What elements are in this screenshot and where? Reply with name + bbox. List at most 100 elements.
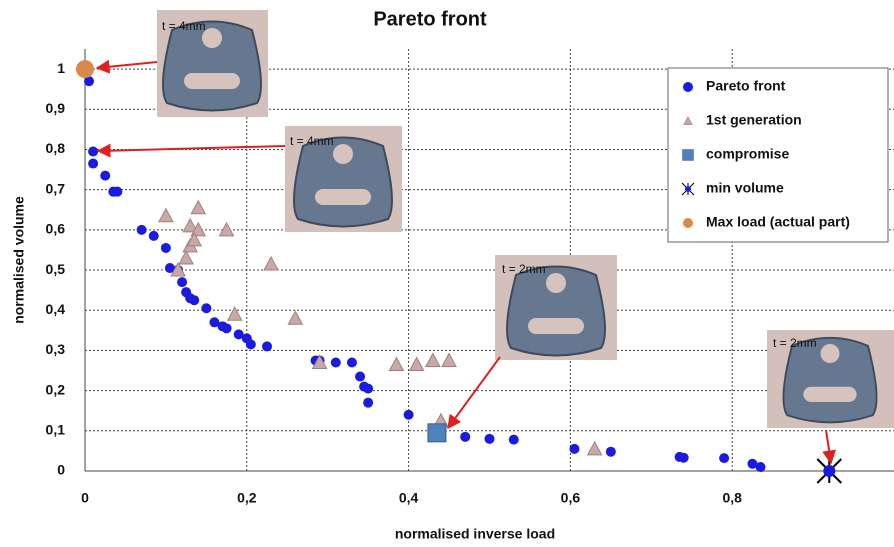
x-tick-label: 0,8: [722, 490, 742, 506]
point: [112, 186, 123, 197]
point: [263, 255, 279, 271]
y-tick-label: 0,6: [46, 221, 66, 237]
point: [88, 146, 99, 157]
point: [408, 356, 425, 371]
arrow: [96, 143, 286, 158]
point: [182, 217, 199, 233]
legend-marker: [683, 218, 693, 228]
point: [177, 277, 188, 288]
legend-label: compromise: [706, 146, 789, 162]
point: [569, 443, 580, 454]
point: [218, 221, 235, 237]
star-center: [823, 465, 836, 477]
point: [508, 434, 519, 445]
point: [425, 352, 441, 367]
point: [262, 341, 273, 352]
y-tick-label: 0,7: [46, 180, 66, 196]
point: [245, 339, 256, 350]
x-tick-label: 0,2: [237, 490, 257, 506]
point: [190, 221, 207, 237]
legend: Pareto front 1st generation compromise min …: [667, 67, 889, 243]
point: [719, 453, 730, 464]
point: [755, 461, 766, 472]
chart-title: Pareto front: [373, 8, 487, 30]
point: [403, 409, 414, 420]
point: [346, 357, 357, 368]
point: [201, 303, 212, 314]
y-tick-label: 1: [57, 60, 65, 76]
point: [186, 231, 203, 247]
point: [747, 458, 758, 469]
point: [84, 76, 95, 87]
x-tick-label: 0,4: [399, 490, 419, 506]
legend-label: 1st generation: [706, 112, 802, 128]
point: [160, 242, 171, 253]
legend-box: [667, 67, 889, 243]
legend-marker: [683, 116, 693, 125]
y-tick-label: 0: [57, 462, 65, 478]
point: [427, 423, 447, 443]
photo-part: [162, 20, 262, 112]
y-tick-label: 0,3: [46, 341, 66, 357]
point: [678, 452, 689, 463]
arrow: [822, 429, 837, 465]
star-center: [685, 186, 691, 192]
arrow: [447, 356, 501, 430]
point: [209, 317, 220, 328]
point: [355, 371, 366, 382]
point: [363, 397, 374, 408]
legend-marker: [681, 182, 695, 196]
point: [148, 230, 159, 241]
point: [170, 261, 186, 277]
point: [190, 199, 207, 215]
photo-part: [293, 136, 393, 228]
point: [363, 383, 374, 394]
point: [178, 249, 194, 265]
arrow: [95, 59, 158, 74]
legend-label: min volume: [706, 180, 784, 196]
point: [189, 295, 200, 306]
legend-label: Max load (actual part): [706, 214, 850, 230]
legend-label: Pareto front: [706, 78, 786, 94]
point: [441, 352, 457, 367]
y-tick-label: 0,9: [46, 100, 66, 116]
point: [484, 433, 495, 444]
photo-part: [506, 265, 606, 357]
photos: t = 4mm t = 4mm t = 2mm t = 2mm: [95, 10, 894, 465]
y-tick-label: 0,8: [46, 140, 66, 156]
annotation: t = 2mm: [773, 336, 817, 350]
point: [88, 158, 99, 169]
plot-area: 0 0,1 0,2 0,3 0,4 0,5 0,6 0,7 0,8 0,9 1 0 0,2 0,4 0,6 0…: [46, 49, 894, 506]
x-tick-label: 0,6: [561, 490, 581, 506]
y-tick-label: 0,2: [46, 381, 66, 397]
point: [233, 329, 244, 340]
point: [136, 224, 147, 235]
point: [100, 170, 111, 181]
y-axis-label: normalised volume: [11, 196, 27, 324]
y-tick-label: 0,5: [46, 261, 66, 277]
point: [330, 357, 341, 368]
point: [586, 440, 603, 456]
point: [164, 263, 175, 274]
annotation: t = 4mm: [162, 19, 206, 33]
annotation: t = 2mm: [502, 262, 546, 276]
point: [221, 323, 232, 334]
point: [460, 431, 471, 442]
annotation: t = 4mm: [290, 134, 334, 148]
point: [816, 458, 842, 484]
point: [76, 60, 94, 79]
point: [388, 356, 405, 371]
legend-marker: [682, 149, 694, 161]
point: [226, 306, 243, 321]
point: [311, 354, 328, 369]
y-tick-label: 0,1: [46, 422, 66, 438]
point: [605, 446, 616, 457]
legend-marker: [683, 82, 693, 92]
x-tick-label: 0: [81, 490, 89, 506]
x-axis-label: normalised inverse load: [395, 526, 555, 542]
y-tick-label: 0,4: [46, 301, 66, 317]
point: [287, 310, 304, 325]
point: [158, 207, 174, 223]
photo-part: [782, 336, 878, 424]
